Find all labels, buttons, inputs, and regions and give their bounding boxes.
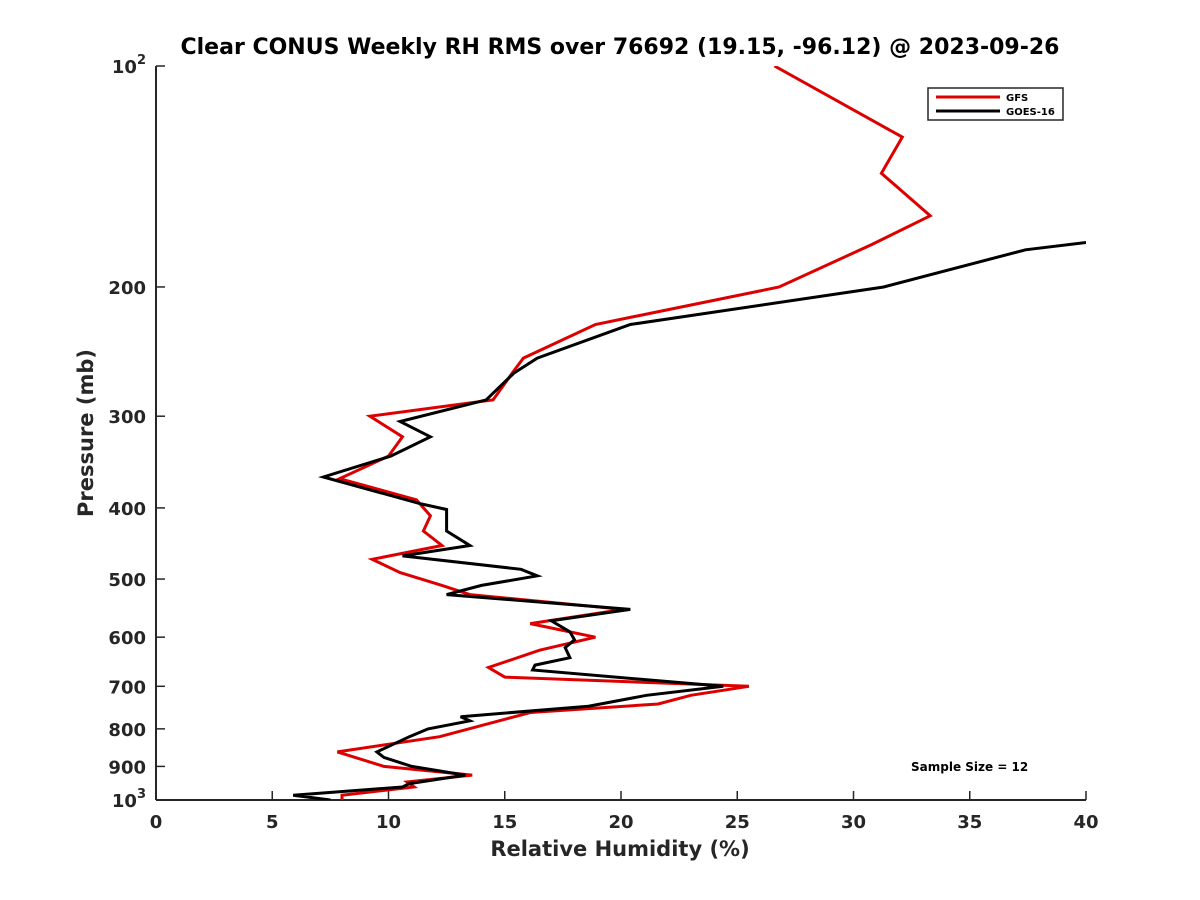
x-tick-label: 5 [266, 812, 279, 833]
x-tick-label: 20 [608, 812, 633, 833]
series-layer [293, 66, 1086, 800]
y-tick-label: 200 [108, 278, 146, 299]
x-tick-label: 40 [1073, 812, 1098, 833]
y-tick-label: 300 [108, 407, 146, 428]
legend-label-gfs: GFS [1006, 93, 1028, 104]
legend: GFS GOES-16 [927, 87, 1064, 121]
x-tick-label: 30 [841, 812, 866, 833]
x-tick-label: 15 [492, 812, 517, 833]
y-tick-label: 102 [112, 53, 146, 78]
x-tick-label: 10 [376, 812, 401, 833]
x-tick-label: 0 [150, 812, 163, 833]
y-axis-ticks: 102 200 300 400 500 600 700 800 900 103 [108, 53, 165, 812]
x-tick-label: 25 [725, 812, 750, 833]
legend-box [927, 87, 1064, 121]
x-tick-label: 35 [957, 812, 982, 833]
y-tick-label: 700 [108, 677, 146, 698]
legend-label-goes16: GOES-16 [1006, 107, 1055, 118]
y-tick-label: 103 [112, 787, 146, 812]
y-tick-label: 500 [108, 570, 146, 591]
y-tick-label: 400 [108, 499, 146, 520]
y-tick-label: 600 [108, 628, 146, 649]
x-axis-label: Relative Humidity (%) [490, 837, 749, 861]
x-axis-ticks: 0 5 10 15 20 25 30 35 40 [150, 791, 1099, 833]
plot-area [155, 66, 1086, 801]
chart-title: Clear CONUS Weekly RH RMS over 76692 (19… [181, 35, 1060, 60]
sample-size-annotation: Sample Size = 12 [911, 760, 1028, 774]
series-line-goes16 [293, 240, 1086, 800]
series-line-gfs [335, 66, 933, 800]
y-tick-label: 900 [108, 757, 146, 778]
y-axis-label: Pressure (mb) [74, 349, 98, 517]
y-tick-label: 800 [108, 720, 146, 741]
